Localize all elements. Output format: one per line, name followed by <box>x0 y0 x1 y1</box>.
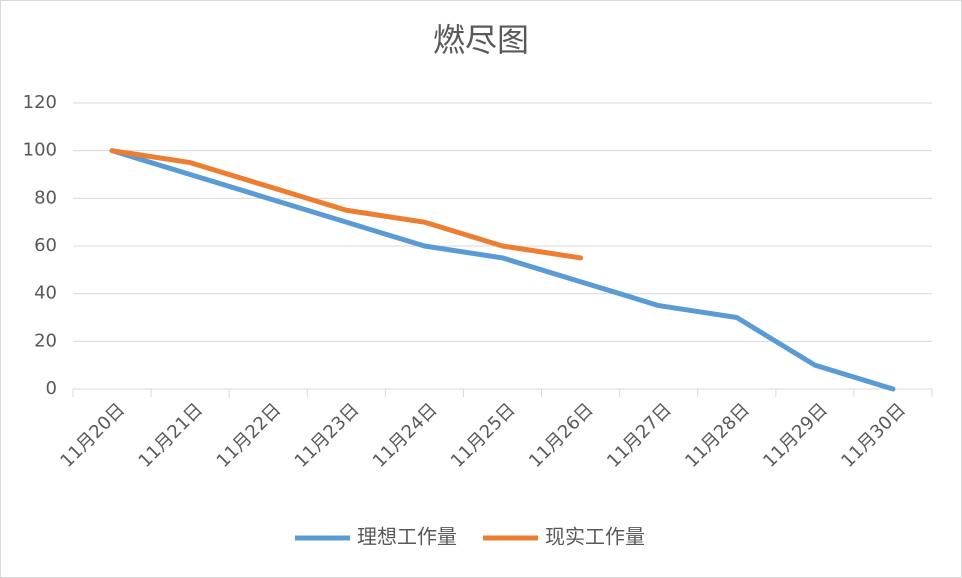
y-tick-label: 120 <box>23 92 57 113</box>
chart-title: 燃尽图 <box>433 21 529 59</box>
y-tick-label: 80 <box>34 187 57 208</box>
y-tick-label: 0 <box>46 378 57 399</box>
series-line <box>109 148 896 392</box>
y-tick-label: 40 <box>34 283 57 304</box>
y-tick-label: 20 <box>34 330 57 351</box>
legend-label: 现实工作量 <box>545 525 645 549</box>
y-tick-label: 100 <box>23 140 57 161</box>
legend-label: 理想工作量 <box>357 525 457 549</box>
series-line <box>109 148 584 261</box>
y-tick-label: 60 <box>34 235 57 256</box>
